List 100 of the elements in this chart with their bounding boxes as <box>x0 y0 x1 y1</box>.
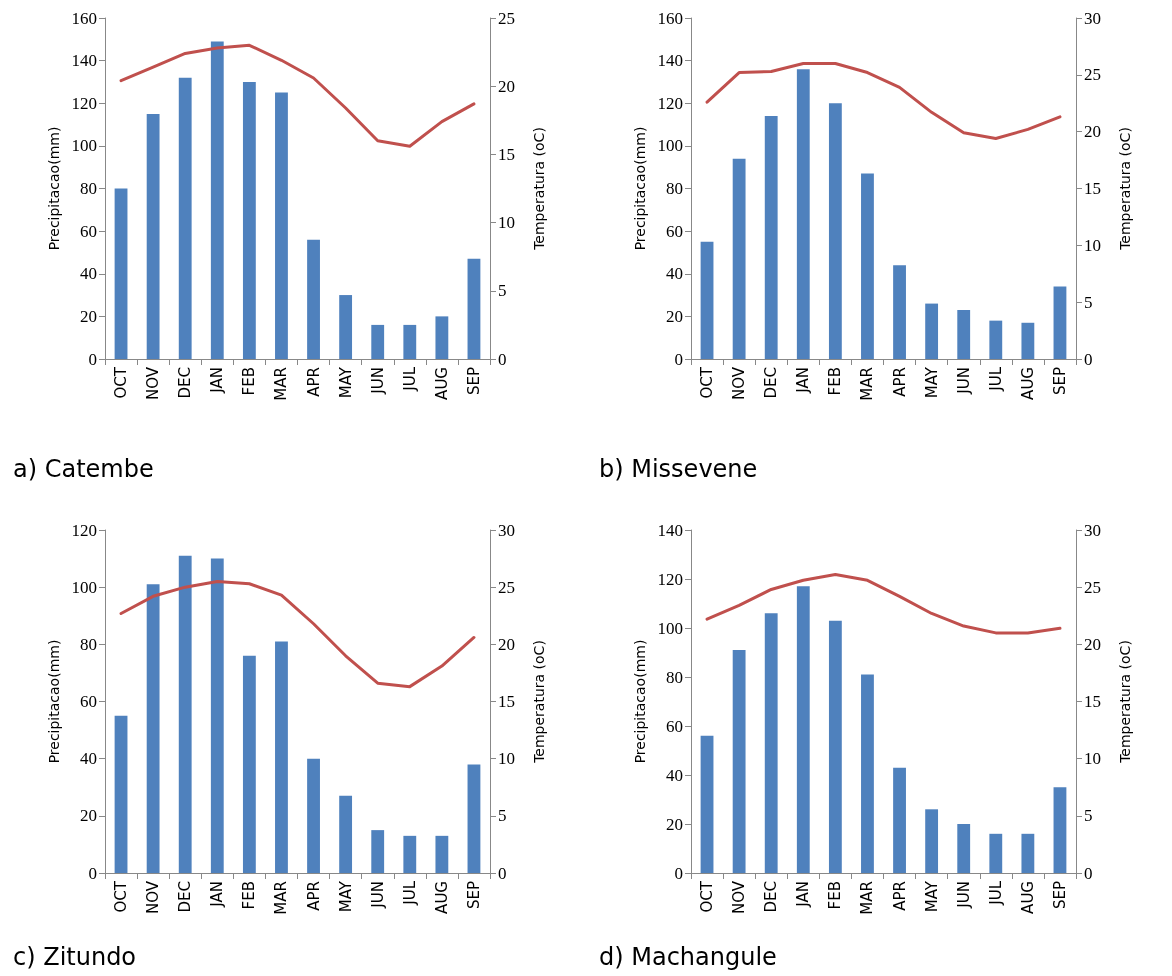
bar <box>925 809 939 873</box>
bar <box>114 188 128 359</box>
y-tick-label: 160 <box>657 8 683 28</box>
y2-tick-label: 30 <box>1084 8 1101 28</box>
bar <box>1053 787 1067 873</box>
y2-tick-label: 10 <box>1084 749 1101 769</box>
bar <box>828 620 842 873</box>
x-tick-label: MAR <box>858 881 877 915</box>
y-tick-label: 20 <box>666 306 683 326</box>
x-tick-label: SEP <box>464 881 483 910</box>
x-tick-label: DEC <box>762 367 781 399</box>
y-tick-label: 0 <box>674 863 683 883</box>
x-tick-label: JUN <box>954 367 973 395</box>
bar <box>796 69 810 359</box>
bar <box>403 835 417 873</box>
bar <box>861 173 874 359</box>
y-tick-label: 0 <box>88 863 97 883</box>
bar <box>178 555 192 873</box>
x-tick-label: SEP <box>1050 881 1069 910</box>
y-tick-label: 60 <box>666 221 683 241</box>
y-tick-label: 120 <box>657 93 683 113</box>
bar <box>893 767 906 873</box>
y-tick-label: 0 <box>674 349 683 369</box>
y-tick-label: 20 <box>80 306 97 326</box>
y2-axis-title: Temperatura (oC) <box>1117 640 1133 764</box>
bar <box>796 586 810 873</box>
x-tick-label: FEB <box>240 881 259 910</box>
bar <box>339 295 353 359</box>
bar <box>957 824 971 873</box>
x-tick-label: SEP <box>464 367 483 396</box>
x-tick-label: FEB <box>240 367 259 396</box>
y2-tick-label: 25 <box>498 8 515 28</box>
y2-tick-label: 5 <box>498 281 507 301</box>
bar <box>700 735 714 873</box>
x-tick-label: NOV <box>730 366 749 401</box>
bar <box>242 655 256 873</box>
bar <box>146 584 160 873</box>
x-tick-label: DEC <box>176 881 195 913</box>
y2-tick-label: 5 <box>1084 806 1093 826</box>
x-tick-label: JAN <box>208 881 227 908</box>
y2-tick-label: 5 <box>1084 292 1093 312</box>
x-tick-label: OCT <box>112 366 131 399</box>
x-tick-label: APR <box>304 881 323 911</box>
x-tick-label: OCT <box>698 880 717 913</box>
x-tick-label: JAN <box>208 367 227 394</box>
y-tick-label: 40 <box>666 264 683 284</box>
x-tick-label: JUN <box>368 881 387 909</box>
bar <box>371 830 385 873</box>
text: a) Catembe <box>13 455 154 483</box>
bar <box>371 324 385 359</box>
bar <box>210 41 224 359</box>
y-tick-label: 140 <box>657 51 683 71</box>
y-tick-label: 40 <box>80 264 97 284</box>
y2-tick-label: 20 <box>498 76 515 96</box>
y2-tick-label: 25 <box>498 577 515 597</box>
y-tick-label: 120 <box>71 520 97 540</box>
x-tick-label: MAR <box>858 367 877 401</box>
y2-tick-label: 0 <box>1084 863 1093 883</box>
bar <box>146 113 160 359</box>
bar <box>700 241 714 359</box>
x-tick-label: NOV <box>144 366 163 401</box>
x-tick-label: JAN <box>794 367 813 394</box>
y2-tick-label: 10 <box>498 749 515 769</box>
bar <box>828 103 842 359</box>
y-tick-label: 100 <box>71 136 97 156</box>
y-tick-label: 120 <box>71 93 97 113</box>
y2-tick-label: 25 <box>1084 65 1101 85</box>
x-tick-label: JUL <box>400 880 419 906</box>
y-tick-label: 80 <box>80 634 97 654</box>
y-tick-label: 40 <box>80 749 97 769</box>
x-tick-label: AUG <box>1018 881 1037 914</box>
y-tick-label: 60 <box>666 716 683 736</box>
x-tick-label: JAN <box>794 881 813 908</box>
y2-tick-label: 20 <box>498 634 515 654</box>
x-tick-label: JUN <box>954 881 973 909</box>
y-tick-label: 140 <box>71 51 97 71</box>
line-series <box>119 43 476 148</box>
x-tick-label: JUL <box>986 366 1005 392</box>
y2-axis-title: Temperatura (oC) <box>531 127 547 251</box>
x-tick-label: MAY <box>922 366 941 399</box>
y-tick-label: 0 <box>88 349 97 369</box>
x-tick-label: AUG <box>1018 367 1037 400</box>
bar <box>989 320 1003 359</box>
y-axis-title: Precipitacao(mm) <box>45 639 62 764</box>
y-tick-label: 100 <box>657 618 683 638</box>
y2-tick-label: 15 <box>498 692 515 711</box>
bar <box>435 316 449 359</box>
y-tick-label: 80 <box>666 179 683 198</box>
y-tick-label: 20 <box>80 806 97 826</box>
x-tick-label: APR <box>890 881 909 911</box>
x-tick-label: OCT <box>698 366 717 399</box>
x-tick-label: DEC <box>762 881 781 913</box>
x-tick-label: JUL <box>986 880 1005 906</box>
bar <box>764 116 778 359</box>
y-tick-label: 160 <box>71 8 97 28</box>
y2-tick-label: 30 <box>1084 520 1101 540</box>
x-tick-label: SEP <box>1050 367 1069 396</box>
x-tick-label: AUG <box>432 367 451 400</box>
bar <box>242 81 256 359</box>
y-tick-label: 100 <box>71 577 97 597</box>
